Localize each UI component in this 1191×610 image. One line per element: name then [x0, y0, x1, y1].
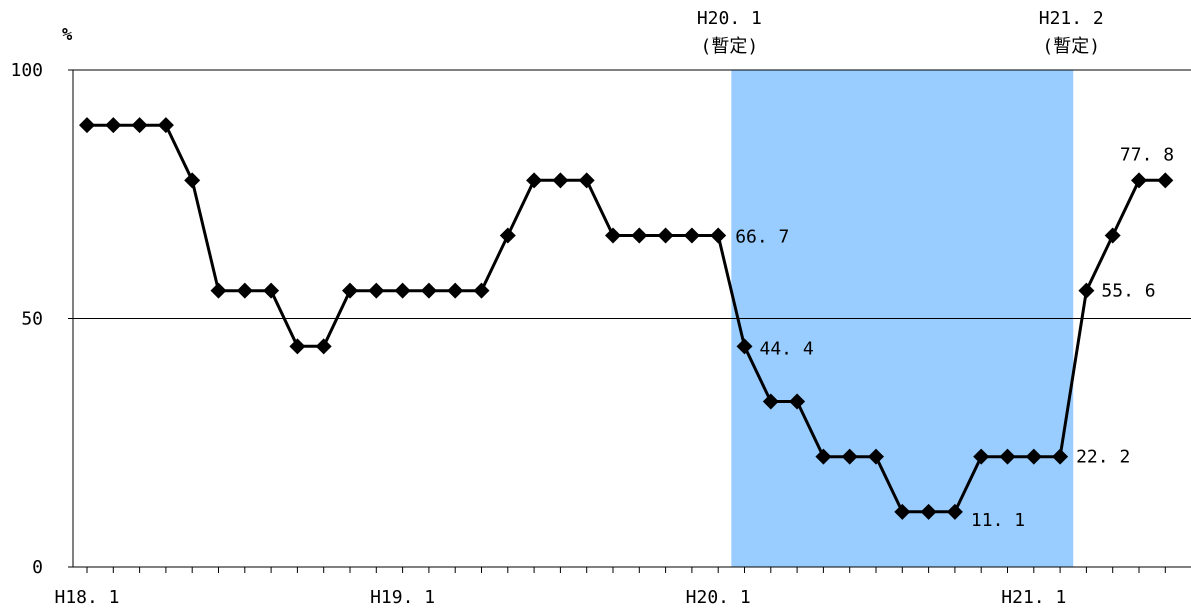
data-point [1157, 172, 1174, 189]
y-tick-label: 100 [10, 60, 43, 81]
chart-labels: H20. 1 (暫定) H21. 2 (暫定) 66. 7 44. 4 11. 1 22. 2… [697, 8, 1174, 531]
data-label: 44. 4 [760, 338, 814, 359]
data-point [1078, 282, 1095, 299]
data-point [420, 282, 437, 299]
data-point [1052, 448, 1069, 465]
period-end-note: H21. 2 [1039, 8, 1104, 29]
period-start-note-sub: (暫定) [701, 36, 759, 57]
data-point [105, 117, 122, 134]
data-label: 55. 6 [1101, 281, 1155, 302]
data-point [683, 227, 700, 244]
x-tick-label: H19. 1 [370, 587, 435, 608]
data-point [447, 282, 464, 299]
data-point [210, 282, 227, 299]
data-point [236, 282, 253, 299]
series-markers [79, 117, 1174, 520]
data-point [394, 282, 411, 299]
data-point [894, 503, 911, 520]
data-point [841, 448, 858, 465]
data-point [1025, 448, 1042, 465]
data-point [289, 338, 306, 355]
data-point [473, 282, 490, 299]
chart-axes: 0 50 100% H18. 1 H19. 1 H20. 1 H21. 1 [10, 25, 1191, 608]
data-point [184, 172, 201, 189]
data-point [657, 227, 674, 244]
data-point [710, 227, 727, 244]
data-point [736, 338, 753, 355]
x-tick-label: H18. 1 [54, 587, 119, 608]
y-axis-unit: % [62, 25, 73, 45]
data-label: 11. 1 [971, 510, 1025, 531]
data-point [815, 448, 832, 465]
x-tick-label: H20. 1 [686, 587, 751, 608]
data-point [342, 282, 358, 299]
data-point [315, 338, 332, 355]
data-point [79, 117, 95, 134]
data-point [973, 448, 990, 465]
data-point [999, 448, 1016, 465]
data-point [578, 172, 595, 189]
data-point [157, 117, 174, 134]
period-end-note-sub: (暫定) [1042, 36, 1100, 57]
data-point [920, 503, 937, 520]
y-tick-label: 0 [32, 557, 43, 578]
data-point [263, 282, 280, 299]
data-point [946, 503, 963, 520]
data-point [552, 172, 569, 189]
data-point [631, 227, 648, 244]
data-point [1131, 172, 1147, 189]
data-point [368, 282, 385, 299]
data-point [1104, 227, 1121, 244]
x-tick-label: H21. 1 [1001, 587, 1066, 608]
y-tick-label: 50 [21, 309, 43, 330]
data-label: 22. 2 [1076, 447, 1130, 468]
data-point [868, 448, 884, 465]
data-point [499, 227, 516, 244]
period-start-note: H20. 1 [697, 8, 762, 29]
data-point [605, 227, 621, 244]
data-point [526, 172, 543, 189]
data-label: 66. 7 [735, 227, 789, 248]
data-point [789, 393, 806, 410]
data-label: 77. 8 [1120, 144, 1174, 165]
data-point [762, 393, 779, 410]
data-point [131, 117, 148, 134]
